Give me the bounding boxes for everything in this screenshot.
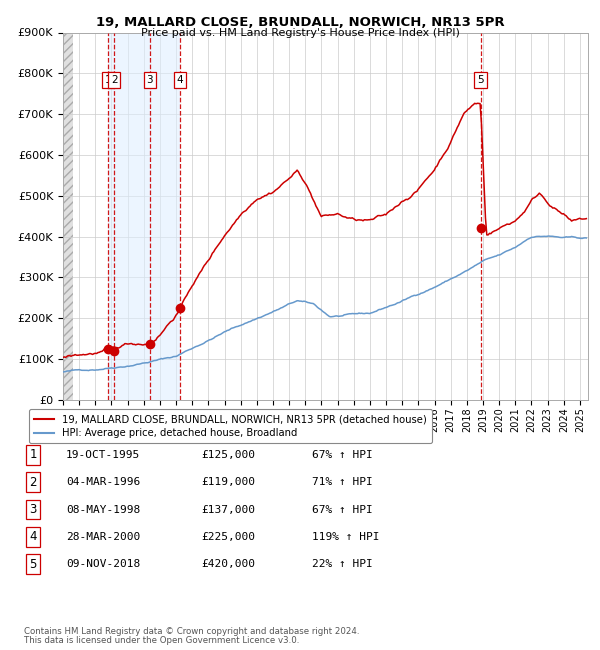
Text: 19-OCT-1995: 19-OCT-1995 — [66, 450, 140, 460]
Text: 08-MAY-1998: 08-MAY-1998 — [66, 504, 140, 515]
Text: 19, MALLARD CLOSE, BRUNDALL, NORWICH, NR13 5PR: 19, MALLARD CLOSE, BRUNDALL, NORWICH, NR… — [95, 16, 505, 29]
Text: £137,000: £137,000 — [201, 504, 255, 515]
Text: 04-MAR-1996: 04-MAR-1996 — [66, 477, 140, 488]
Text: 67% ↑ HPI: 67% ↑ HPI — [312, 504, 373, 515]
Text: 67% ↑ HPI: 67% ↑ HPI — [312, 450, 373, 460]
Text: £125,000: £125,000 — [201, 450, 255, 460]
Text: 22% ↑ HPI: 22% ↑ HPI — [312, 559, 373, 569]
Legend: 19, MALLARD CLOSE, BRUNDALL, NORWICH, NR13 5PR (detached house), HPI: Average pr: 19, MALLARD CLOSE, BRUNDALL, NORWICH, NR… — [29, 410, 432, 443]
Text: £225,000: £225,000 — [201, 532, 255, 542]
Text: £420,000: £420,000 — [201, 559, 255, 569]
Text: 3: 3 — [146, 75, 153, 85]
Text: 2: 2 — [29, 476, 37, 489]
Bar — [63, 32, 73, 400]
Text: 5: 5 — [29, 558, 37, 571]
Text: £119,000: £119,000 — [201, 477, 255, 488]
Text: 2: 2 — [111, 75, 118, 85]
Text: Contains HM Land Registry data © Crown copyright and database right 2024.: Contains HM Land Registry data © Crown c… — [24, 627, 359, 636]
Bar — [108, 32, 180, 400]
Text: 09-NOV-2018: 09-NOV-2018 — [66, 559, 140, 569]
Text: 119% ↑ HPI: 119% ↑ HPI — [312, 532, 380, 542]
Text: 1: 1 — [105, 75, 112, 85]
Text: 1: 1 — [29, 448, 37, 461]
Text: 4: 4 — [29, 530, 37, 543]
Text: 5: 5 — [477, 75, 484, 85]
Text: 4: 4 — [176, 75, 183, 85]
Text: 71% ↑ HPI: 71% ↑ HPI — [312, 477, 373, 488]
Text: Price paid vs. HM Land Registry's House Price Index (HPI): Price paid vs. HM Land Registry's House … — [140, 28, 460, 38]
Text: 3: 3 — [29, 503, 37, 516]
Text: This data is licensed under the Open Government Licence v3.0.: This data is licensed under the Open Gov… — [24, 636, 299, 645]
Text: 28-MAR-2000: 28-MAR-2000 — [66, 532, 140, 542]
